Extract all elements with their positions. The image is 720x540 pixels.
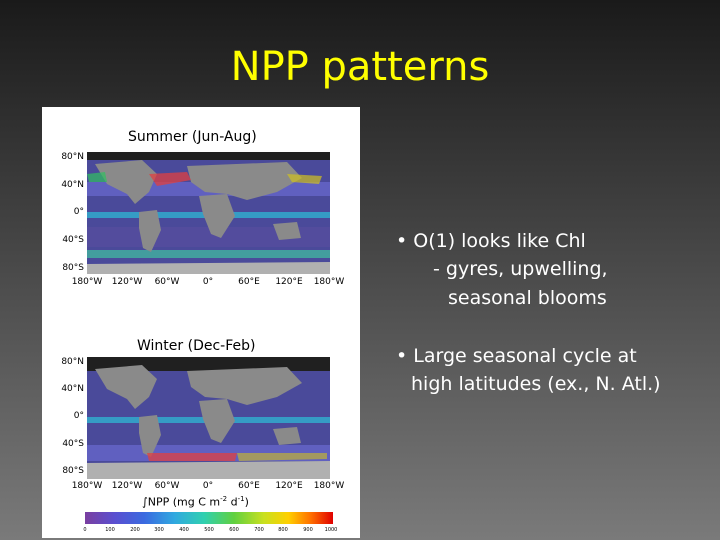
lat-label-40n: 40°N [61, 180, 84, 190]
slide-title: NPP patterns [230, 44, 490, 90]
bullet-1-line-1: • O(1) looks like Chl [396, 230, 586, 252]
bullet-1-line-3: seasonal blooms [448, 287, 607, 309]
lon-label-120w: 120°W [111, 277, 143, 287]
lon-label-180w-right: 180°W [313, 277, 345, 287]
colorbar-tick: 500 [204, 527, 214, 533]
colorbar-tick: 0 [83, 527, 87, 533]
lat-label-40s-winter: 40°S [62, 439, 84, 449]
winter-npp-map [87, 357, 330, 479]
colorbar-tick: 400 [179, 527, 189, 533]
lon-label-0: 0° [202, 277, 214, 287]
lon-label-60w: 60°W [154, 277, 180, 287]
lon-label-60w-winter: 60°W [154, 481, 180, 491]
colorbar-tick: 600 [229, 527, 239, 533]
bullet-2-line-2: high latitudes (ex., N. Atl.) [411, 373, 661, 395]
summer-npp-map [87, 152, 330, 274]
lon-label-120e-winter: 120°E [275, 481, 303, 491]
npp-figure: Summer (Jun-Aug) 80°N 40°N 0° 40°S 80°S … [42, 107, 360, 538]
colorbar-tick: 900 [303, 527, 313, 533]
lon-label-180w: 180°W [71, 277, 103, 287]
bullet-2-line-1: • Large seasonal cycle at [396, 345, 637, 367]
lat-label-40s: 40°S [62, 235, 84, 245]
colorbar-tick: 1000 [324, 527, 338, 533]
lat-label-80s: 80°S [62, 263, 84, 273]
colorbar-tick: 300 [154, 527, 164, 533]
lat-label-0: 0° [73, 207, 84, 217]
lat-label-80n: 80°N [61, 152, 84, 162]
colorbar-tick: 100 [105, 527, 115, 533]
colorbar [85, 512, 333, 524]
lat-label-0-winter: 0° [73, 411, 84, 421]
lon-label-0-winter: 0° [202, 481, 214, 491]
lon-label-60e: 60°E [238, 277, 260, 287]
lat-label-80s-winter: 80°S [62, 466, 84, 476]
lon-label-180w-winter: 180°W [71, 481, 103, 491]
colorbar-label: ∫NPP (mg C m-2 d-1) [142, 495, 249, 509]
lon-label-180w-right-winter: 180°W [313, 481, 345, 491]
colorbar-tick: 200 [130, 527, 140, 533]
colorbar-tick: 700 [254, 527, 264, 533]
bullet-1-line-2: - gyres, upwelling, [433, 258, 608, 280]
lon-label-60e-winter: 60°E [238, 481, 260, 491]
winter-panel-label: Winter (Dec-Feb) [137, 338, 256, 354]
lat-label-80n-winter: 80°N [61, 357, 84, 367]
colorbar-tick: 800 [278, 527, 288, 533]
lon-label-120w-winter: 120°W [111, 481, 143, 491]
summer-panel-label: Summer (Jun-Aug) [128, 129, 257, 145]
lat-label-40n-winter: 40°N [61, 384, 84, 394]
lon-label-120e: 120°E [275, 277, 303, 287]
